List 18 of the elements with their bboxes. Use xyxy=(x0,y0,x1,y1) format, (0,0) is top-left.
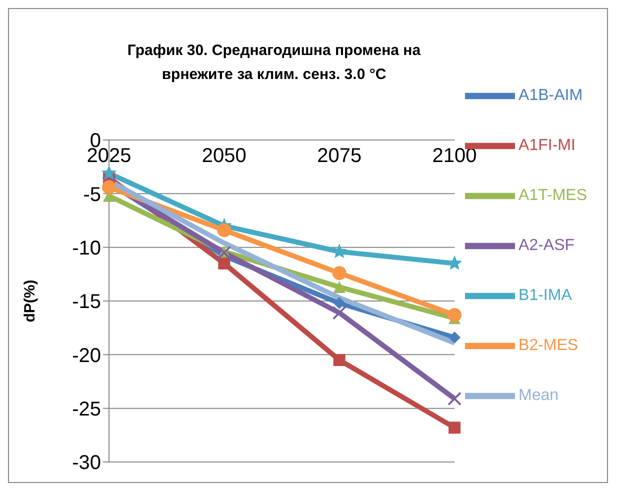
chart-title: График 30. Среднагодишна промена на врнежите за клим. сенз. 3.0 °C xyxy=(126,41,422,85)
legend-label: A1T-MES xyxy=(518,186,587,204)
y-tick-label: -15 xyxy=(72,291,101,314)
x-tick-label: 2050 xyxy=(202,145,246,167)
legend-label: B2-MES xyxy=(518,336,578,354)
y-tick-label: -20 xyxy=(72,344,101,367)
legend-label: A1B-AIM xyxy=(518,86,583,104)
y-tick-label: -10 xyxy=(72,237,101,260)
legend-label: A1FI-MI xyxy=(518,136,576,154)
y-tick-label: -25 xyxy=(72,398,101,420)
x-tick-label: 2100 xyxy=(432,145,477,167)
y-tick-label: -5 xyxy=(83,184,101,206)
x-tick-label: 2075 xyxy=(317,145,362,167)
y-tick-label: -30 xyxy=(72,452,101,474)
legend-label: B1-IMA xyxy=(518,286,572,304)
y-axis-title: dP(%) xyxy=(21,280,38,322)
legend-label: A2-ASF xyxy=(518,236,575,254)
legend-label: Mean xyxy=(518,386,559,404)
